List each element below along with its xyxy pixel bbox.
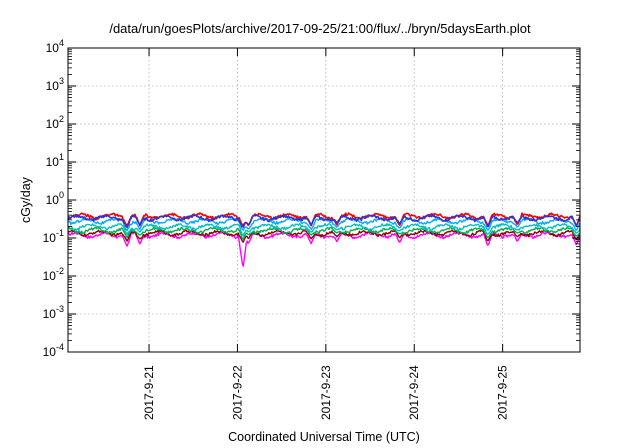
y-tick-label: 102 — [46, 114, 64, 131]
y-tick-labels: 10-4 10-3 10-2 10-1 100 101 102 103 104 — [43, 38, 64, 359]
y-tick-label: 100 — [46, 190, 64, 207]
series-line — [67, 229, 581, 243]
x-tick-label: 2017-9-22 — [230, 365, 244, 420]
y-tick-label: 10-3 — [43, 304, 64, 321]
series-line — [67, 214, 581, 229]
series-line — [67, 212, 581, 227]
x-tick-label: 2017-9-23 — [319, 365, 333, 420]
chart-title: /data/run/goesPlots/archive/2017-09-25/2… — [109, 21, 531, 36]
y-tick-label: 104 — [46, 38, 64, 55]
y-tick-label: 10-1 — [43, 228, 64, 245]
x-tick-labels: 2017-9-21 2017-9-22 2017-9-23 2017-9-24 2017… — [142, 365, 510, 420]
y-tick-label: 10-2 — [43, 266, 64, 283]
grid — [68, 48, 580, 352]
y-tick-label: 103 — [46, 76, 64, 93]
series-lines — [67, 212, 581, 267]
series-line — [67, 222, 581, 237]
x-axis-label: Coordinated Universal Time (UTC) — [228, 430, 420, 444]
y-tick-label: 10-4 — [43, 342, 64, 359]
y-axis-label: cGy/day — [19, 176, 33, 223]
ticks — [68, 47, 580, 353]
x-tick-label: 2017-9-25 — [496, 365, 510, 420]
x-tick-label: 2017-9-21 — [142, 365, 156, 420]
x-tick-label: 2017-9-24 — [407, 365, 421, 420]
series-line — [67, 226, 581, 240]
y-tick-label: 101 — [46, 152, 64, 169]
